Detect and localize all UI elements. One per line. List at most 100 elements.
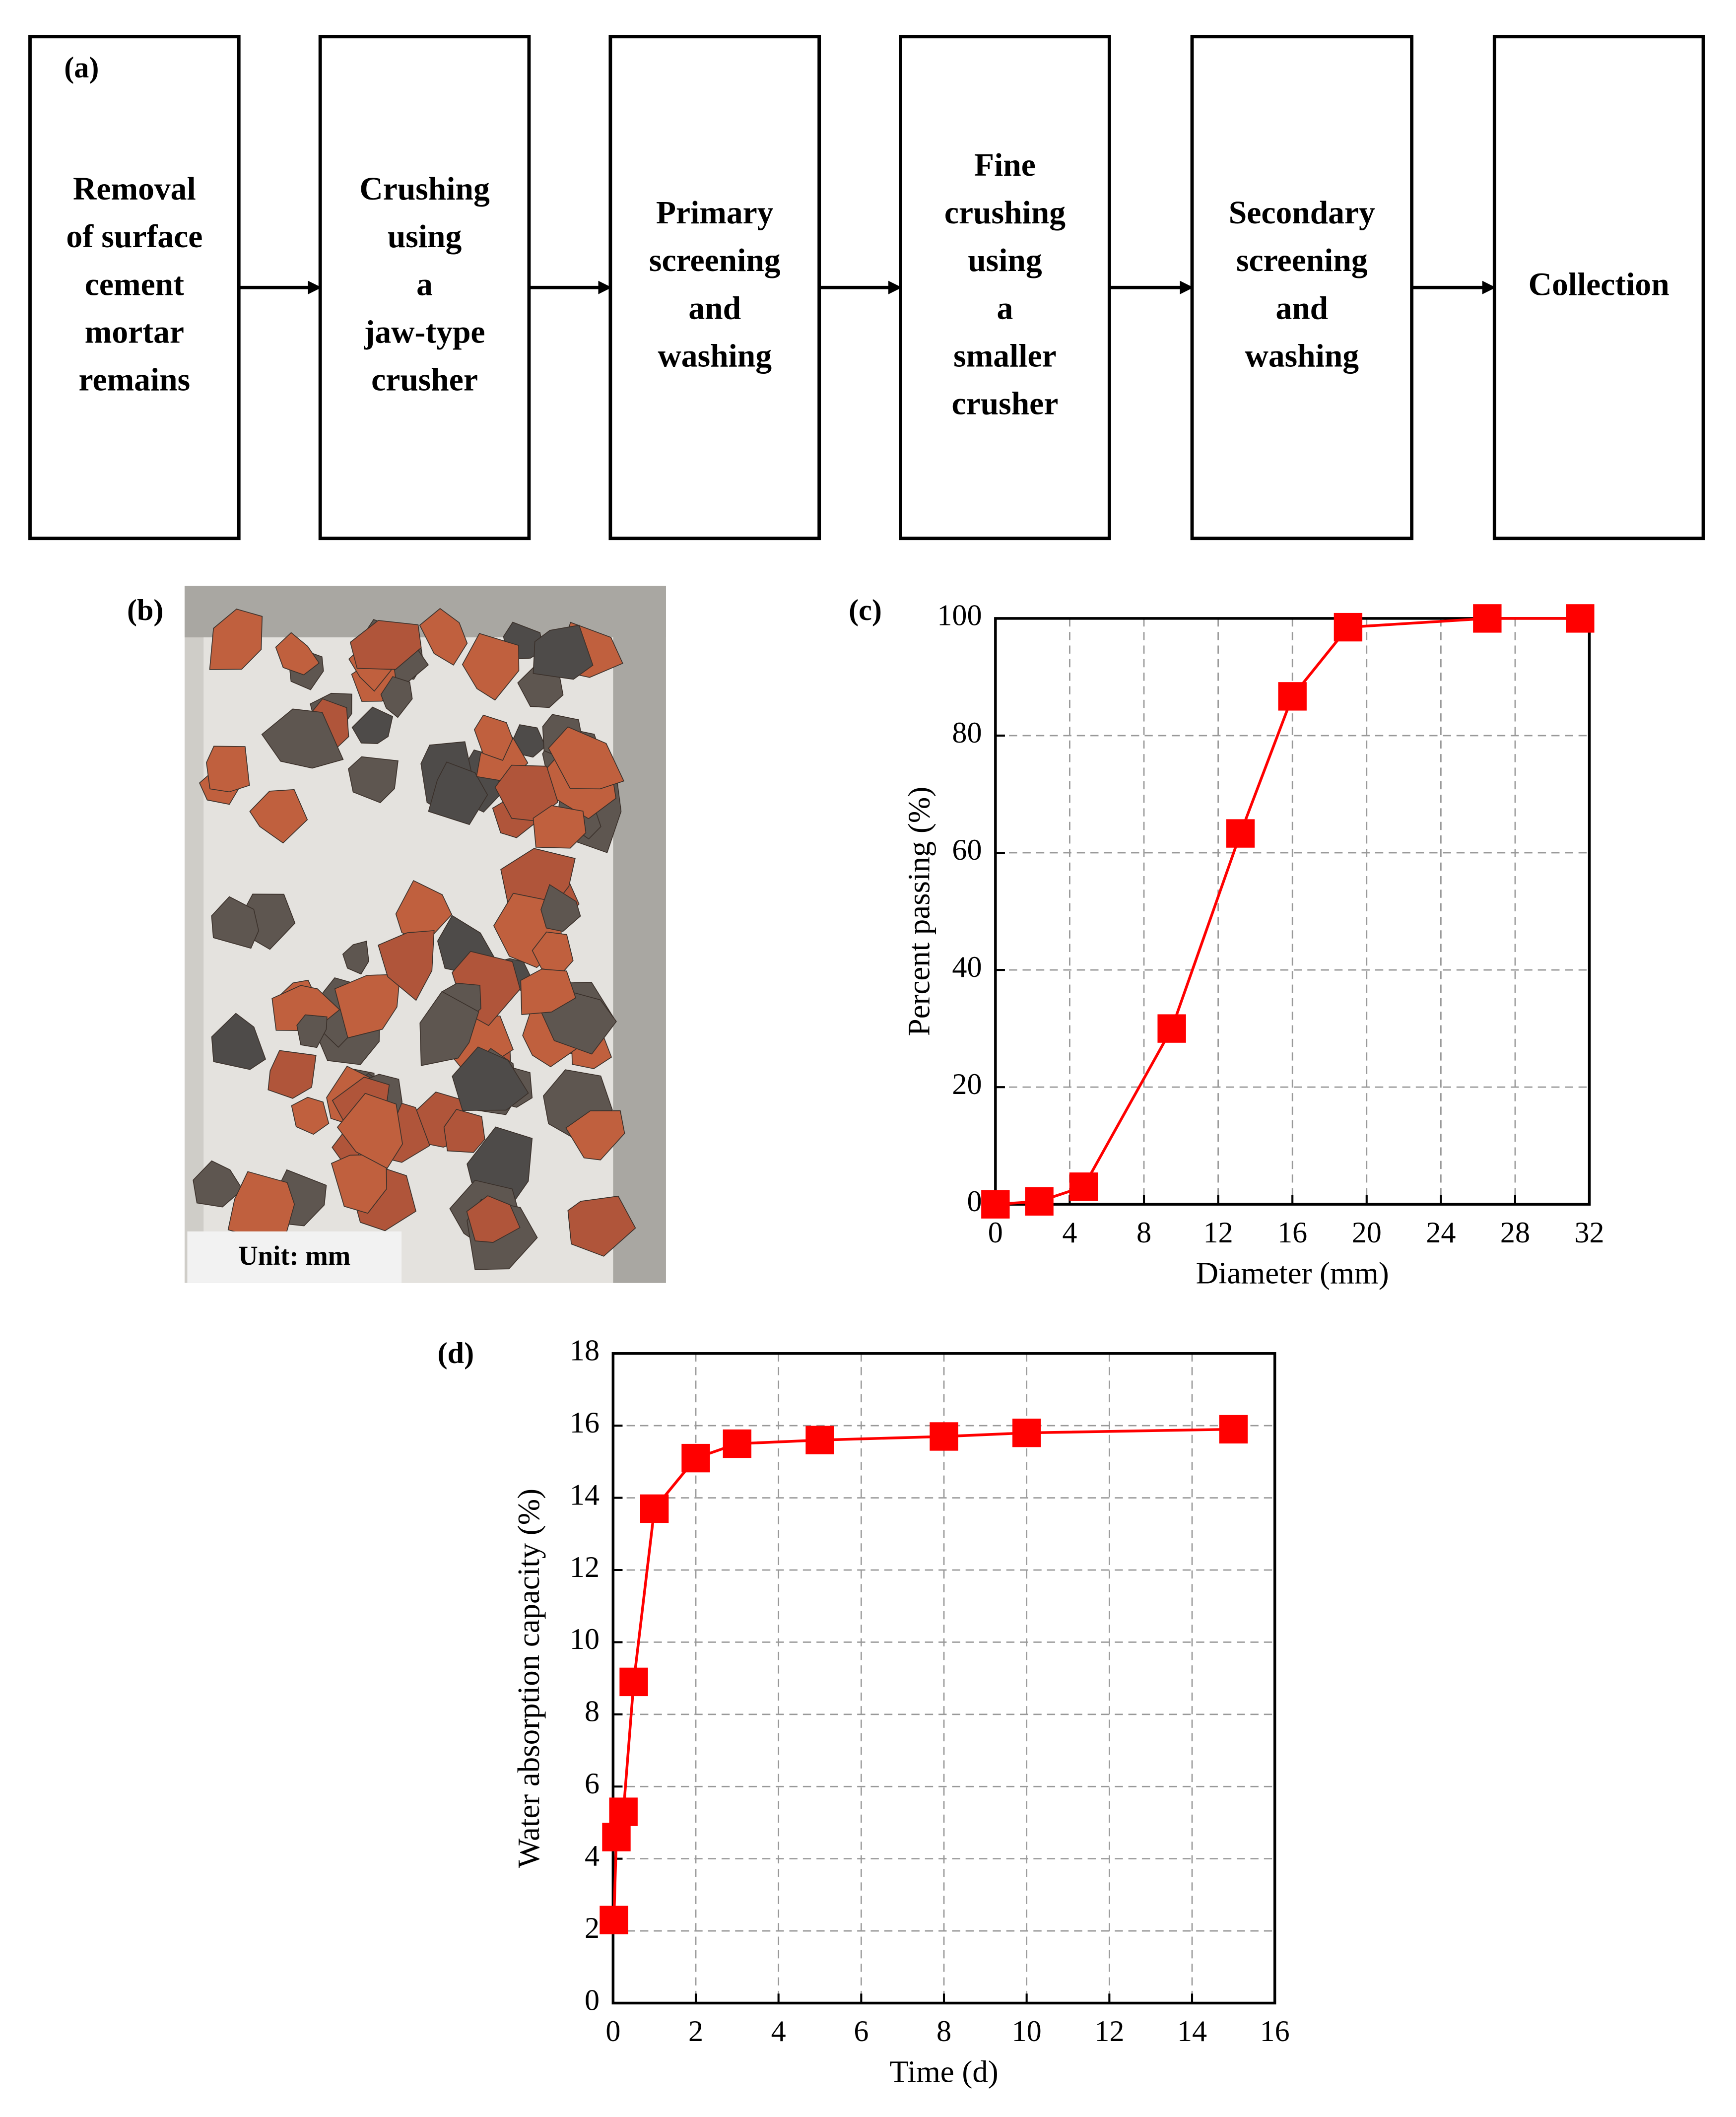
step-text: mortar bbox=[85, 314, 184, 350]
rock bbox=[291, 1096, 330, 1135]
rock bbox=[342, 941, 369, 975]
panel-label: (a) bbox=[64, 51, 99, 84]
rock bbox=[211, 1013, 267, 1070]
x-tick-label: 28 bbox=[1500, 1216, 1530, 1249]
step-text: washing bbox=[658, 339, 772, 374]
rock bbox=[209, 609, 263, 670]
step-text: Primary bbox=[656, 195, 774, 231]
data-point bbox=[619, 1667, 648, 1697]
y-tick-label: 40 bbox=[952, 951, 982, 984]
rock bbox=[296, 1014, 328, 1048]
step-text: of surface bbox=[66, 219, 202, 255]
rock bbox=[349, 620, 422, 670]
data-point bbox=[723, 1429, 752, 1458]
x-tick-label: 16 bbox=[1277, 1216, 1307, 1249]
y-tick-label: 60 bbox=[952, 833, 982, 867]
step-text: a bbox=[997, 290, 1013, 326]
data-point bbox=[1473, 604, 1502, 633]
ruler-side bbox=[613, 586, 666, 1283]
x-tick-label: 0 bbox=[605, 2015, 620, 2048]
data-point bbox=[600, 1906, 628, 1934]
rock bbox=[380, 676, 413, 718]
rock bbox=[378, 930, 435, 1001]
x-tick-label: 14 bbox=[1177, 2015, 1207, 2048]
x-tick-label: 2 bbox=[688, 2015, 703, 2048]
rock bbox=[520, 968, 576, 1015]
y-tick-label: 80 bbox=[952, 716, 982, 750]
data-point bbox=[930, 1422, 958, 1451]
data-point bbox=[1226, 819, 1255, 848]
rock bbox=[473, 714, 513, 761]
y-tick-label: 100 bbox=[937, 599, 982, 632]
step-text: screening bbox=[1236, 243, 1368, 278]
x-tick-label: 8 bbox=[936, 2015, 951, 2048]
step-text: crusher bbox=[371, 362, 478, 398]
x-tick-label: 12 bbox=[1203, 1216, 1233, 1249]
data-point bbox=[1219, 1415, 1248, 1444]
x-tick-label: 12 bbox=[1094, 2015, 1124, 2048]
rock bbox=[567, 1195, 636, 1257]
y-tick-label: 4 bbox=[585, 1839, 600, 1872]
y-tick-label: 6 bbox=[585, 1767, 600, 1800]
plot-frame bbox=[994, 617, 1591, 1206]
y-axis-label: Percent passing (%) bbox=[902, 787, 936, 1036]
y-tick-label: 20 bbox=[952, 1068, 982, 1101]
step-text: smaller bbox=[953, 339, 1057, 374]
data-point bbox=[1025, 1187, 1054, 1216]
x-axis-label: Diameter (mm) bbox=[1196, 1255, 1389, 1290]
rock bbox=[533, 805, 587, 849]
step-text: using bbox=[388, 219, 462, 255]
y-axis-label: Water absorption capacity (%) bbox=[511, 1489, 546, 1868]
x-tick-label: 32 bbox=[1574, 1216, 1604, 1249]
rock bbox=[443, 1109, 485, 1153]
rock bbox=[419, 608, 468, 666]
rock bbox=[267, 1050, 317, 1099]
x-tick-label: 16 bbox=[1260, 2015, 1290, 2048]
data-point bbox=[1278, 682, 1307, 711]
rocks bbox=[193, 608, 636, 1270]
step-text: Fine bbox=[974, 147, 1036, 183]
step-text: Secondary bbox=[1229, 195, 1375, 231]
unit-label: Unit: mm bbox=[238, 1240, 350, 1271]
step-text: and bbox=[688, 290, 741, 326]
data-point bbox=[1012, 1419, 1041, 1447]
step-text: crusher bbox=[952, 386, 1059, 422]
data-line bbox=[612, 1428, 1234, 1920]
rock bbox=[336, 1093, 403, 1169]
rock bbox=[261, 708, 344, 769]
y-tick-label: 0 bbox=[967, 1185, 982, 1218]
step-text: washing bbox=[1245, 339, 1359, 374]
panel-label: (d) bbox=[438, 1337, 474, 1370]
rock bbox=[462, 633, 520, 701]
y-tick-label: 2 bbox=[585, 1912, 600, 1945]
rock bbox=[548, 726, 625, 790]
y-tick-label: 16 bbox=[570, 1406, 600, 1439]
step-text: using bbox=[968, 243, 1042, 278]
rock bbox=[452, 1046, 529, 1111]
step-text: cement bbox=[85, 267, 184, 302]
rock bbox=[206, 746, 250, 793]
rock bbox=[211, 896, 259, 949]
x-tick-label: 0 bbox=[988, 1216, 1003, 1249]
data-point bbox=[805, 1426, 834, 1454]
step-text: crushing bbox=[944, 195, 1066, 231]
process-box bbox=[608, 35, 821, 541]
x-tick-label: 4 bbox=[771, 2015, 786, 2048]
step-text: jaw-type bbox=[364, 314, 485, 350]
step-text: Collection bbox=[1529, 267, 1669, 302]
x-tick-label: 20 bbox=[1352, 1216, 1382, 1249]
plot-frame bbox=[611, 1352, 1276, 2005]
rock bbox=[193, 1160, 243, 1208]
panel-label: (c) bbox=[849, 594, 882, 627]
x-tick-label: 8 bbox=[1136, 1216, 1151, 1249]
rock bbox=[428, 761, 488, 825]
data-point bbox=[609, 1797, 638, 1826]
step-text: remains bbox=[79, 362, 191, 398]
data-point bbox=[981, 1190, 1010, 1219]
x-tick-label: 4 bbox=[1062, 1216, 1077, 1249]
data-point bbox=[1069, 1172, 1098, 1201]
step-text: and bbox=[1275, 290, 1328, 326]
data-point bbox=[1566, 604, 1595, 633]
step-text: Removal bbox=[73, 171, 196, 207]
